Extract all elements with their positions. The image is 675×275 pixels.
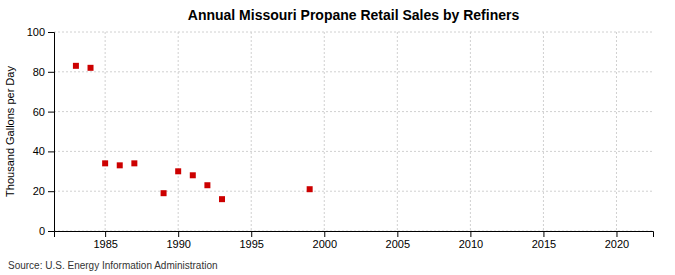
tick: 2020 — [605, 231, 629, 250]
grid-line — [105, 32, 106, 231]
grid-line — [397, 32, 398, 231]
tick-mark — [48, 32, 54, 33]
annotation: Source: U.S. Energy Information Administ… — [8, 260, 218, 271]
point — [175, 168, 181, 174]
tick: 2005 — [386, 231, 410, 250]
tick-mark — [543, 231, 544, 237]
title: Annual Missouri Propane Retail Sales by … — [188, 7, 520, 23]
tick-label: 2020 — [605, 238, 629, 250]
tick-mark — [105, 231, 106, 237]
y-axis: 0 20 40 60 80 100 — [27, 26, 55, 237]
plot-area: 1985 1990 1995 2000 2005 2010 2015 2020 0 20 40 60 8… — [27, 26, 654, 250]
tick-label: 2010 — [459, 238, 483, 250]
tick-mark — [616, 231, 617, 237]
point — [161, 190, 167, 196]
tick: 20 — [33, 185, 54, 197]
grid-line — [54, 151, 653, 152]
tick-mark — [48, 151, 54, 152]
grid-line — [54, 71, 653, 72]
tick: 1990 — [166, 231, 190, 250]
tick-label: 1990 — [166, 238, 190, 250]
tick: 1995 — [239, 231, 263, 250]
tick-label: 1985 — [93, 238, 117, 250]
tick: 2015 — [532, 231, 556, 250]
point — [204, 182, 210, 188]
chart: 1985 1990 1995 2000 2005 2010 2015 2020 0 20 40 60 8… — [0, 0, 675, 275]
tick: 80 — [33, 66, 54, 78]
tick: 100 — [27, 26, 54, 38]
x-axis: 1985 1990 1995 2000 2005 2010 2015 2020 — [55, 231, 654, 250]
tick: 2000 — [313, 231, 337, 250]
grid-line — [251, 32, 252, 231]
tick-label: 0 — [39, 225, 45, 237]
tick-label: 60 — [33, 106, 45, 118]
grid-line — [178, 32, 179, 231]
grid-line — [543, 32, 544, 231]
grid-line — [470, 32, 471, 231]
tick-mark — [178, 231, 179, 237]
tick: 60 — [33, 106, 54, 118]
point — [131, 160, 137, 166]
tick-mark — [470, 231, 471, 237]
tick-label: 40 — [33, 145, 45, 157]
grid-line — [54, 191, 653, 192]
points — [73, 63, 313, 202]
point — [117, 162, 123, 168]
tick-mark — [48, 231, 54, 232]
point — [102, 160, 108, 166]
tick-label: 20 — [33, 185, 45, 197]
tick-label: 2000 — [313, 238, 337, 250]
tick-label: 2005 — [386, 238, 410, 250]
tick-mark — [48, 191, 54, 192]
axis-line — [55, 232, 654, 238]
grid-line — [54, 111, 653, 112]
point — [73, 63, 79, 69]
tick-mark — [48, 72, 54, 73]
tick: 0 — [39, 225, 54, 237]
grid-line — [54, 32, 653, 33]
tick-mark — [397, 231, 398, 237]
tick-label: 100 — [27, 26, 45, 38]
y-axis-title: Thousand Gallons per Day — [4, 66, 16, 197]
grid-line — [324, 32, 325, 231]
axis-line — [48, 33, 55, 232]
tick-mark — [324, 231, 325, 237]
grid-line — [616, 32, 617, 231]
grid — [54, 32, 653, 231]
point — [190, 172, 196, 178]
tick-label: 2015 — [532, 238, 556, 250]
tick-mark — [48, 112, 54, 113]
point — [307, 186, 313, 192]
tick: 2010 — [459, 231, 483, 250]
point — [219, 196, 225, 202]
tick-label: 80 — [33, 66, 45, 78]
tick: 1985 — [93, 231, 117, 250]
tick: 40 — [33, 145, 54, 157]
tick-mark — [251, 231, 252, 237]
tick-label: 1995 — [239, 238, 263, 250]
point — [88, 65, 94, 71]
